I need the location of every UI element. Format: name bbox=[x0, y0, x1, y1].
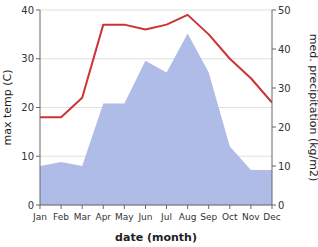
y-tick bbox=[36, 107, 40, 108]
y-axis bbox=[40, 10, 41, 205]
x-tick-label: Aug bbox=[179, 212, 197, 222]
y-tick-label: 40 bbox=[21, 5, 34, 16]
x-tick bbox=[187, 205, 188, 209]
y-tick-label: 30 bbox=[21, 53, 34, 64]
area bbox=[40, 33, 272, 205]
plot-area bbox=[40, 15, 272, 205]
x-tick-label: Sep bbox=[200, 212, 217, 222]
y2-tick bbox=[272, 88, 276, 89]
y-tick bbox=[36, 10, 40, 11]
y-tick bbox=[36, 156, 40, 157]
y2-tick-label: 0 bbox=[278, 200, 284, 211]
y2-axis-label: med. precipitation (kg/m2) bbox=[307, 34, 318, 182]
y2-tick bbox=[272, 49, 276, 50]
x-tick-label: Nov bbox=[242, 212, 260, 222]
x-tick-label: Feb bbox=[53, 212, 69, 222]
x-tick bbox=[229, 205, 230, 209]
y2-tick bbox=[272, 166, 276, 167]
x-tick bbox=[103, 205, 104, 209]
x-tick-label: Dec bbox=[263, 212, 280, 222]
x-axis bbox=[40, 205, 272, 206]
y-tick bbox=[36, 58, 40, 59]
grid-line bbox=[40, 10, 272, 11]
grid-line bbox=[40, 205, 272, 206]
x-tick bbox=[208, 205, 209, 209]
x-tick bbox=[40, 205, 41, 209]
x-axis-label: date (month) bbox=[115, 231, 197, 244]
x-tick bbox=[250, 205, 251, 209]
y2-tick-label: 10 bbox=[278, 161, 291, 172]
x-tick-label: Jun bbox=[137, 212, 152, 222]
y-tick-label: 20 bbox=[21, 102, 34, 113]
x-tick-label: Jan bbox=[32, 212, 47, 222]
y2-tick bbox=[272, 127, 276, 128]
x-tick-label: Apr bbox=[95, 212, 111, 222]
y2-tick-label: 20 bbox=[278, 122, 291, 133]
y-tick-label: 10 bbox=[21, 151, 34, 162]
x-tick bbox=[145, 205, 146, 209]
chart: 0 10 20 30 40 0 10 20 30 40 50 Jan Feb Mar Apr MayJun Ju… bbox=[0, 0, 318, 247]
y-axis-label: max temp (C) bbox=[1, 69, 14, 145]
y2-axis bbox=[272, 10, 273, 205]
x-tick bbox=[166, 205, 167, 209]
x-tick-label: Jul bbox=[160, 212, 172, 222]
x-tick-label: May bbox=[115, 212, 134, 222]
y2-tick bbox=[272, 10, 276, 11]
x-tick bbox=[272, 205, 273, 209]
x-tick bbox=[61, 205, 62, 209]
x-tick bbox=[82, 205, 83, 209]
grid-line bbox=[40, 58, 272, 59]
line bbox=[40, 15, 272, 117]
x-tick bbox=[124, 205, 125, 209]
y2-tick bbox=[272, 205, 276, 206]
x-tick-label: Mar bbox=[74, 212, 91, 222]
y-tick-label: 0 bbox=[28, 200, 34, 211]
y-tick bbox=[36, 205, 40, 206]
x-tick-label: Oct bbox=[222, 212, 238, 222]
y2-tick-label: 40 bbox=[278, 44, 291, 55]
y2-tick-label: 30 bbox=[278, 83, 291, 94]
y2-tick-label: 50 bbox=[278, 5, 291, 16]
